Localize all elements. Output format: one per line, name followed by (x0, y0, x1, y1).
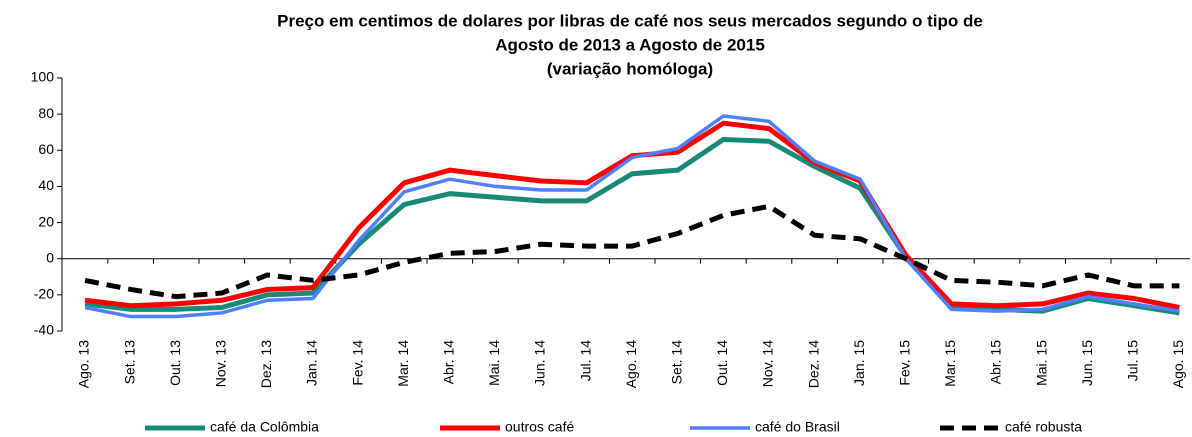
x-tick-label: Jan. 15 (851, 340, 867, 386)
x-tick-label: Dez. 14 (805, 340, 821, 388)
x-tick-label: Mar. 14 (395, 340, 411, 387)
legend-label: café robusta (1005, 419, 1082, 435)
x-tick-label: Mar. 15 (942, 340, 958, 387)
x-tick-label: Jul. 15 (1125, 340, 1141, 381)
x-tick-label: Abr. 14 (441, 340, 457, 385)
x-tick-label: Mai. 14 (486, 340, 502, 386)
chart-title: Agosto de 2013 a Agosto de 2015 (495, 35, 765, 54)
x-tick-label: Ago. 13 (76, 340, 92, 388)
x-tick-label: Set. 13 (121, 340, 137, 385)
y-tick-label: 0 (46, 249, 54, 265)
y-tick-label: 40 (38, 177, 54, 193)
series-line (84, 203, 1180, 300)
x-tick-label: Nov. 13 (213, 340, 229, 387)
x-tick-label: Nov. 14 (760, 340, 776, 387)
series-line (84, 120, 1180, 310)
chart-title: (variação homóloga) (547, 59, 713, 78)
x-tick-label: Jun. 14 (532, 340, 548, 386)
x-tick-label: Fev. 15 (897, 340, 913, 386)
x-tick-label: Set. 14 (669, 340, 685, 385)
x-tick-label: Out. 14 (714, 340, 730, 386)
y-tick-label: -20 (34, 286, 54, 302)
y-tick-label: 100 (31, 69, 55, 85)
x-tick-label: Ago. 14 (623, 340, 639, 388)
x-tick-label: Dez. 13 (258, 340, 274, 388)
y-tick-label: 60 (38, 141, 54, 157)
legend-label: café do Brasil (755, 419, 840, 435)
x-tick-label: Fev. 14 (349, 340, 365, 386)
x-tick-label: Ago. 15 (1170, 340, 1186, 388)
chart-title: Preço em centimos de dolares por libras … (277, 11, 983, 30)
x-tick-label: Jan. 14 (304, 340, 320, 386)
x-tick-label: Abr. 15 (988, 340, 1004, 385)
y-tick-label: 80 (38, 105, 54, 121)
y-tick-label: 20 (38, 213, 54, 229)
series-line (84, 136, 1180, 316)
x-tick-label: Jun. 15 (1079, 340, 1095, 386)
x-tick-label: Out. 13 (167, 340, 183, 386)
legend-label: outros café (505, 419, 574, 435)
x-tick-label: Mai. 15 (1033, 340, 1049, 386)
legend-label: café da Colômbia (210, 419, 319, 435)
x-tick-label: Jul. 14 (577, 340, 593, 381)
y-tick-label: -40 (34, 322, 54, 338)
series-line (84, 114, 1180, 319)
